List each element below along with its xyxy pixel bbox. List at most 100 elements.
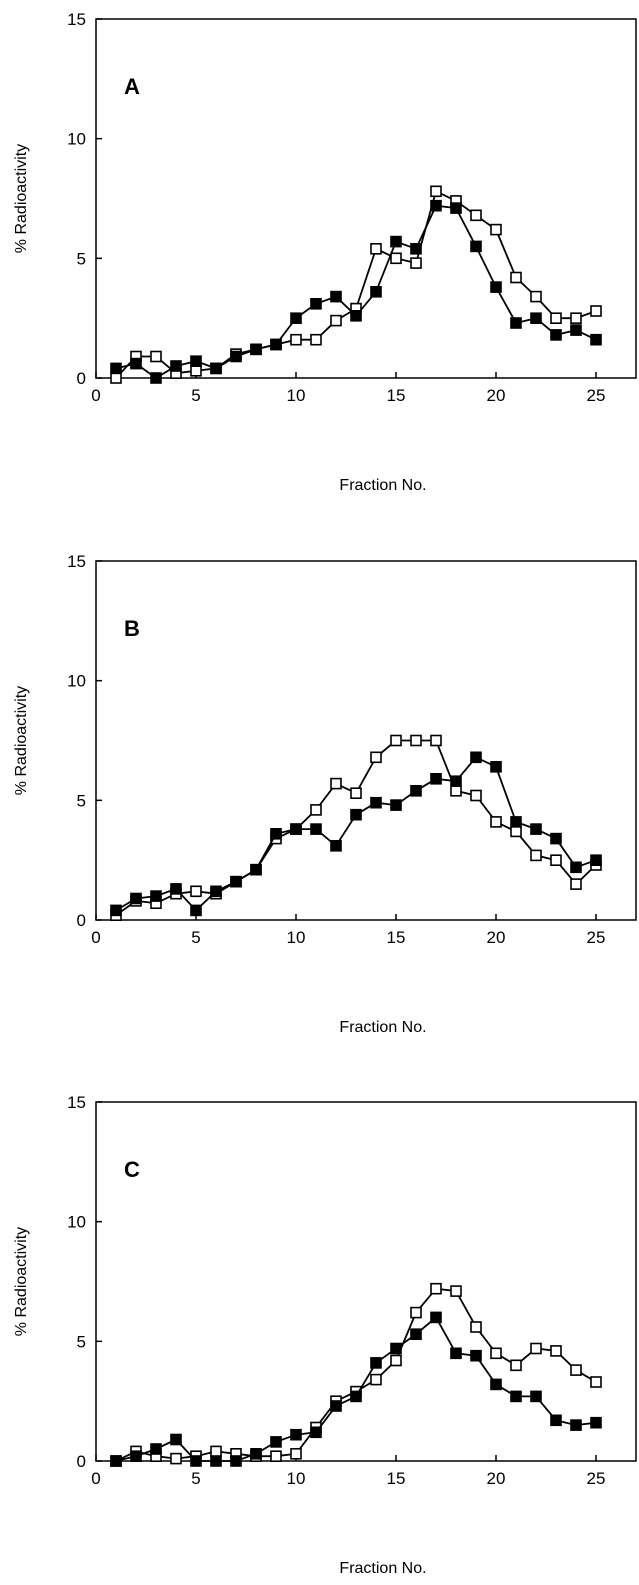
data-point-filled <box>170 1433 182 1446</box>
data-point-filled <box>130 1450 142 1462</box>
data-point-open <box>470 209 482 222</box>
data-point-open <box>430 1282 442 1295</box>
data-point-open <box>410 734 422 747</box>
data-point-filled <box>530 312 542 325</box>
data-point-filled <box>350 808 362 821</box>
data-point-filled <box>270 338 282 351</box>
data-point-open <box>450 784 462 797</box>
data-point-filled <box>530 1390 542 1403</box>
data-point-open <box>190 885 202 898</box>
data-point-open <box>310 333 322 346</box>
data-point-filled <box>430 199 442 212</box>
data-point-filled <box>390 235 402 248</box>
data-point-filled <box>310 297 322 310</box>
data-point-open <box>290 333 302 346</box>
data-point-open <box>390 252 402 265</box>
y-tick-label: 15 <box>67 10 86 29</box>
data-point-open <box>190 364 202 377</box>
data-point-open <box>530 290 542 303</box>
data-point-filled <box>110 362 122 375</box>
data-point-filled <box>370 285 382 298</box>
chart-panel-a: 0 5 10 15 20 25 0 5 10 15 Fraction No. % Radioactiv… <box>13 10 637 494</box>
data-point-open <box>450 1285 462 1297</box>
data-point-open <box>530 1342 542 1355</box>
data-point-filled <box>570 1419 582 1431</box>
data-point-filled <box>370 796 382 809</box>
data-point-filled <box>430 1311 442 1324</box>
data-point-open <box>430 734 442 747</box>
y-tick-label: 10 <box>67 130 86 149</box>
x-axis-title: Fraction No. <box>339 477 426 494</box>
x-tick-label: 25 <box>587 1469 606 1488</box>
data-point-open <box>470 1321 482 1333</box>
data-point-filled <box>570 324 582 336</box>
data-point-filled <box>290 312 302 325</box>
data-point-open <box>370 1373 382 1386</box>
data-point-open <box>490 1347 502 1360</box>
data-point-filled <box>150 1443 162 1455</box>
data-point-open <box>510 271 522 284</box>
data-point-filled <box>150 372 162 384</box>
series-line-open <box>115 190 597 379</box>
data-point-filled <box>210 362 222 375</box>
data-point-filled <box>530 823 542 835</box>
y-axis-title: % Radioactivity <box>13 144 30 253</box>
y-tick-label: 10 <box>67 672 86 691</box>
x-tick-label: 20 <box>487 386 506 405</box>
plot-frame <box>95 18 637 379</box>
data-point-open <box>330 777 342 790</box>
data-point-filled <box>190 355 202 368</box>
data-point-filled <box>510 816 522 828</box>
data-point-filled <box>350 1390 362 1403</box>
data-point-filled <box>310 1426 322 1439</box>
data-point-open <box>470 789 482 802</box>
x-tick-label: 5 <box>191 1469 200 1488</box>
data-point-open <box>210 1445 222 1458</box>
data-point-filled <box>450 775 462 788</box>
data-point-open <box>530 849 542 862</box>
data-point-open <box>510 1359 522 1372</box>
data-point-filled <box>470 1349 482 1362</box>
data-point-filled <box>510 317 522 329</box>
data-point-open <box>590 305 602 317</box>
y-tick-label: 15 <box>67 1093 86 1112</box>
data-point-open <box>170 1452 182 1465</box>
data-point-filled <box>230 1455 242 1467</box>
x-tick-label: 25 <box>587 928 606 947</box>
data-point-filled <box>430 772 442 785</box>
y-tick-label: 5 <box>77 791 86 810</box>
data-point-filled <box>550 329 562 341</box>
data-point-filled <box>590 1416 602 1429</box>
data-point-filled <box>450 202 462 214</box>
y-tick-label: 10 <box>67 1213 86 1232</box>
data-point-open <box>490 223 502 236</box>
x-tick-label: 5 <box>191 386 200 405</box>
x-tick-label: 0 <box>91 386 100 405</box>
data-point-open <box>550 1345 562 1357</box>
data-point-filled <box>110 1455 122 1467</box>
data-point-filled <box>190 904 202 917</box>
data-point-filled <box>510 1390 522 1403</box>
x-tick-label: 25 <box>587 386 606 405</box>
x-tick-label: 15 <box>387 928 406 947</box>
data-point-filled <box>550 1414 562 1427</box>
data-point-filled <box>490 1378 502 1391</box>
data-point-filled <box>270 827 282 840</box>
data-point-filled <box>170 360 182 372</box>
data-point-filled <box>590 333 602 346</box>
y-tick-label: 0 <box>77 911 86 930</box>
data-point-filled <box>390 1342 402 1355</box>
data-point-filled <box>130 892 142 905</box>
data-point-filled <box>410 1328 422 1340</box>
y-axis-title: % Radioactivity <box>13 686 30 795</box>
data-point-open <box>390 1354 402 1367</box>
panel-label: C <box>124 1157 140 1182</box>
y-tick-label: 15 <box>67 552 86 571</box>
data-point-filled <box>410 243 422 255</box>
data-point-filled <box>330 839 342 852</box>
data-point-open <box>510 825 522 838</box>
data-point-open <box>550 312 562 325</box>
data-point-open <box>410 257 422 269</box>
plot-frame <box>95 560 637 921</box>
